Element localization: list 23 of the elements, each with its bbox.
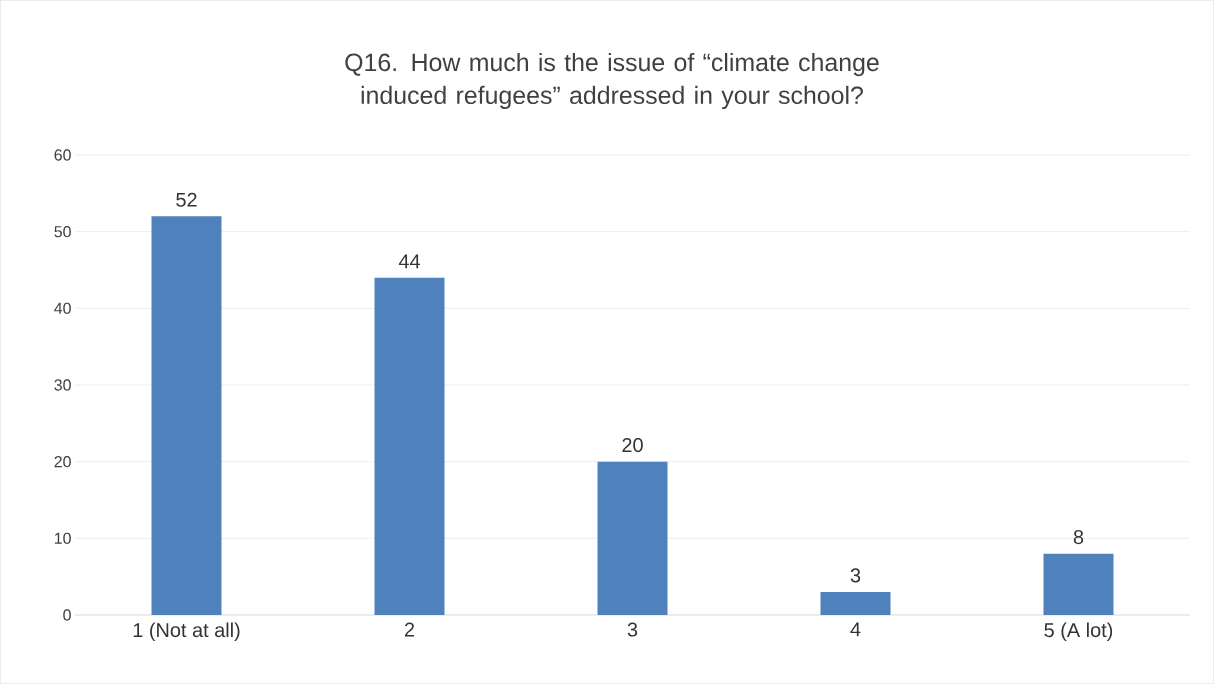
- bar: [820, 591, 891, 615]
- data-label: 20: [622, 438, 643, 453]
- bar: [374, 277, 445, 615]
- x-tick-label: 4: [850, 622, 861, 637]
- data-label: 8: [1073, 530, 1084, 545]
- y-tick-label: 50: [54, 226, 71, 238]
- x-tick-label: 5 (A lot): [1044, 622, 1113, 642]
- bar: [597, 461, 668, 615]
- y-tick-label: 30: [54, 379, 71, 391]
- y-tick-label: 10: [54, 532, 71, 544]
- data-label: 3: [850, 568, 861, 583]
- data-label: 44: [398, 254, 420, 269]
- y-tick-label: 0: [63, 609, 71, 621]
- data-label: 52: [176, 192, 197, 207]
- chart-title: Q16. How much is the issue of “climate change induced refugees” addressed in your school?: [345, 52, 879, 110]
- bar: [151, 216, 222, 615]
- x-tick-label: 3: [627, 622, 638, 637]
- x-tick-label: 2: [404, 622, 415, 637]
- y-tick-label: 40: [54, 302, 71, 314]
- y-tick-label: 60: [54, 149, 71, 161]
- bar: [1043, 553, 1114, 615]
- x-tick-label: 1 (Not at all): [133, 622, 240, 642]
- y-tick-label: 20: [54, 456, 71, 468]
